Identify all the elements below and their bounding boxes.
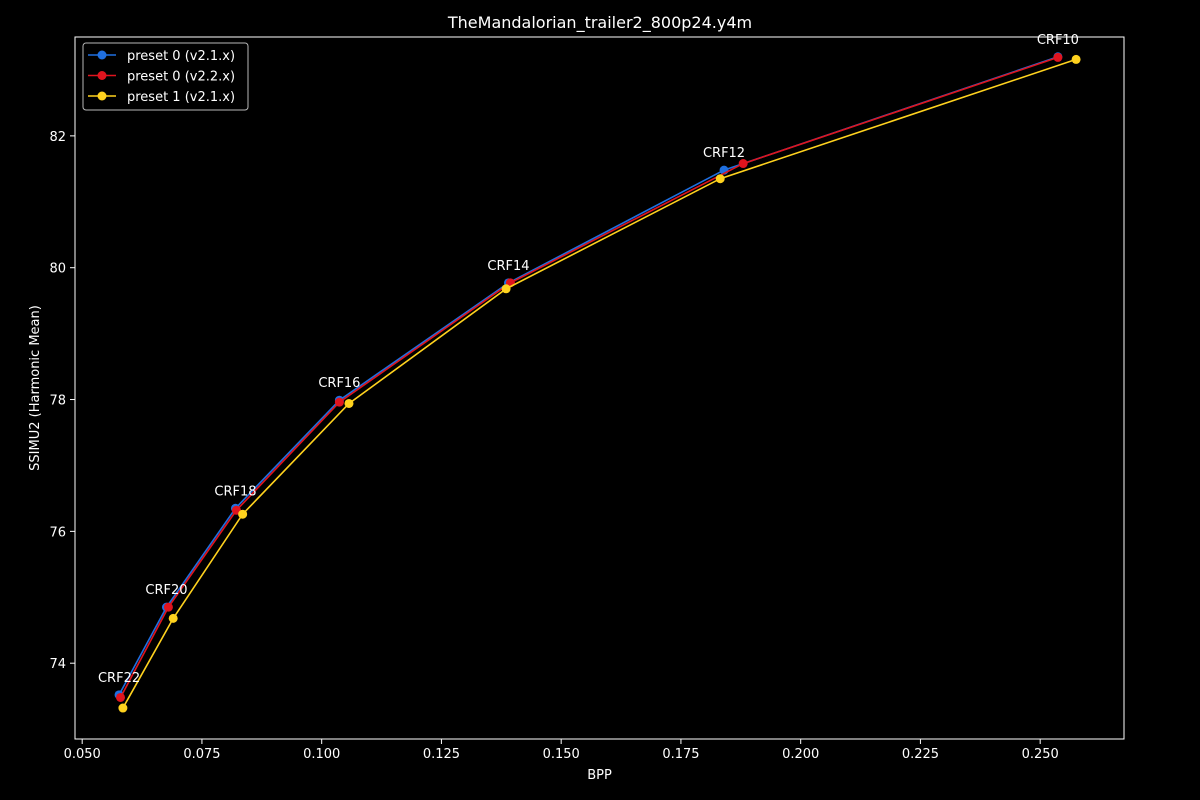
crf-annotation: CRF16 — [318, 376, 360, 391]
chart-title: TheMandalorian_trailer2_800p24.y4m — [447, 13, 752, 33]
crf-annotation: CRF14 — [487, 259, 529, 274]
data-point — [116, 692, 126, 702]
y-tick-label: 74 — [49, 657, 66, 672]
data-point — [715, 174, 725, 184]
legend-label: preset 1 (v2.1.x) — [127, 90, 235, 105]
x-tick-label: 0.125 — [423, 747, 460, 762]
legend-marker — [97, 71, 107, 80]
series-3 — [118, 54, 1081, 713]
plot-area-frame — [74, 36, 1125, 740]
legend-label: preset 0 (v2.2.x) — [127, 70, 235, 85]
crf-annotation: CRF20 — [145, 583, 187, 598]
crf-annotation: CRF22 — [98, 671, 140, 686]
x-axis: 0.050 0.075 0.100 0.125 0.150 0.175 0.200 0.225… — [64, 739, 1059, 762]
x-tick-label: 0.100 — [303, 747, 340, 762]
y-tick-label: 78 — [49, 394, 66, 409]
x-tick-label: 0.075 — [183, 747, 220, 762]
data-point — [334, 397, 344, 407]
data-point — [738, 159, 748, 169]
data-point — [1053, 52, 1063, 62]
x-tick-label: 0.175 — [662, 747, 699, 762]
y-axis: 74 76 78 80 82 — [49, 130, 75, 672]
annotation-layer: CRF22 CRF20 CRF18 CRF16 CRF14 CRF12 CRF10 — [98, 33, 1079, 686]
data-point — [1071, 54, 1081, 64]
crf-annotation: CRF10 — [1037, 33, 1079, 48]
y-axis-label: SSIMU2 (Harmonic Mean) — [28, 305, 43, 471]
data-point — [163, 602, 173, 612]
x-tick-label: 0.050 — [64, 747, 101, 762]
data-point — [118, 703, 128, 713]
x-tick-label: 0.225 — [902, 747, 939, 762]
y-tick-label: 82 — [49, 130, 66, 145]
x-tick-label: 0.200 — [782, 747, 819, 762]
legend-marker — [97, 50, 107, 60]
legend-marker — [97, 91, 107, 101]
legend: preset 0 (v2.1.x) preset 0 (v2.2.x) preset… — [82, 42, 249, 111]
data-point — [238, 509, 248, 519]
data-point — [168, 613, 178, 623]
x-axis-label: BPP — [587, 768, 612, 783]
series-layer — [114, 52, 1081, 713]
data-point — [344, 398, 354, 408]
x-tick-label: 0.150 — [543, 747, 580, 762]
data-point — [501, 284, 511, 294]
x-tick-label: 0.250 — [1022, 747, 1059, 762]
crf-annotation: CRF18 — [214, 484, 256, 499]
legend-box — [82, 42, 249, 111]
y-tick-label: 76 — [49, 525, 66, 540]
crf-annotation: CRF12 — [703, 146, 745, 161]
legend-label: preset 0 (v2.1.x) — [127, 49, 235, 64]
y-tick-label: 80 — [49, 262, 66, 277]
